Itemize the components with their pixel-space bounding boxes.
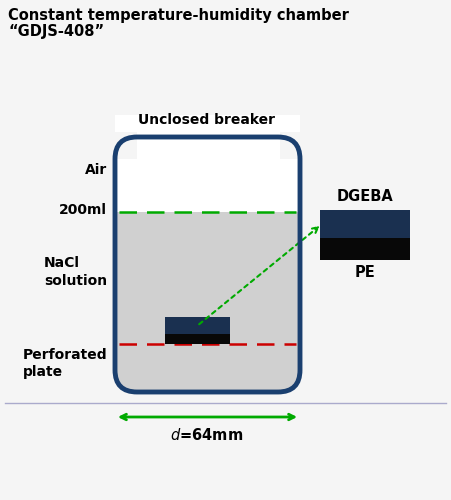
Text: Unclosed breaker: Unclosed breaker xyxy=(138,113,276,127)
Text: 200ml: 200ml xyxy=(59,203,107,217)
Text: Perforated
plate: Perforated plate xyxy=(23,348,107,380)
Bar xyxy=(320,238,410,260)
Bar xyxy=(280,132,304,159)
Bar xyxy=(115,115,300,212)
FancyBboxPatch shape xyxy=(115,137,300,392)
Text: Air: Air xyxy=(85,164,107,177)
Bar xyxy=(165,317,230,334)
Text: “GDJS-408”: “GDJS-408” xyxy=(8,24,104,39)
Bar xyxy=(165,334,230,344)
Text: Constant temperature-humidity chamber: Constant temperature-humidity chamber xyxy=(8,8,349,23)
Text: PE: PE xyxy=(354,265,375,280)
Text: $d$=64mm: $d$=64mm xyxy=(170,427,244,443)
Text: DGEBA: DGEBA xyxy=(336,189,393,204)
Text: NaCl
solution: NaCl solution xyxy=(44,256,107,288)
Bar xyxy=(113,132,137,159)
Bar xyxy=(320,210,410,238)
Bar xyxy=(137,137,278,212)
